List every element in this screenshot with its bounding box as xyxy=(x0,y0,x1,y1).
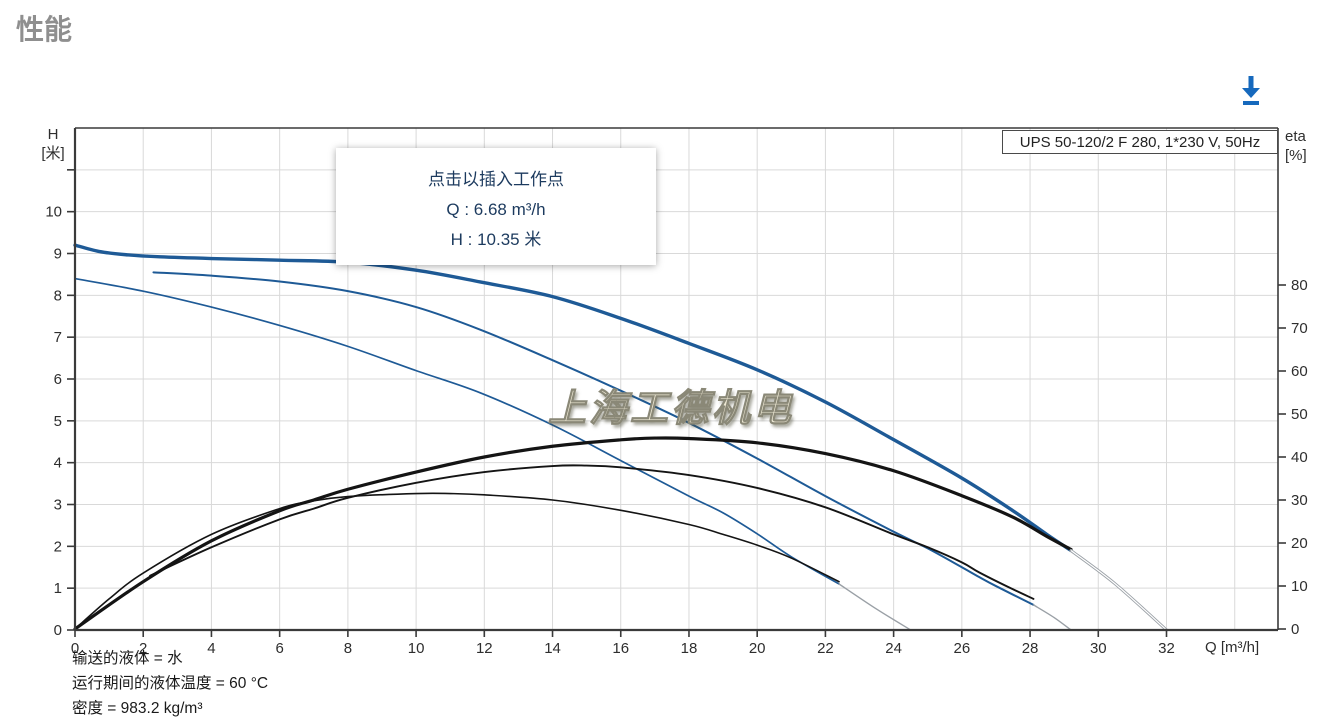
eta-tick-label: 80 xyxy=(1291,277,1308,294)
tooltip-hint-text: 点击以插入工作点 xyxy=(428,170,564,189)
x-tick-label: 28 xyxy=(1022,640,1039,657)
pump-model-label: UPS 50-120/2 F 280, 1*230 V, 50Hz xyxy=(1002,130,1278,154)
curve-head-speed1 xyxy=(74,277,840,585)
x-tick-label: 30 xyxy=(1090,640,1107,657)
eta-tick-label: 50 xyxy=(1291,406,1308,423)
condition-density: 密度 = 983.2 kg/m³ xyxy=(72,700,203,717)
eta-tick-label: 10 xyxy=(1291,578,1308,595)
eta-tick-label: 0 xyxy=(1291,621,1299,638)
curve-eta-speed2 xyxy=(149,464,1035,600)
x-tick-label: 12 xyxy=(476,640,493,657)
head-axis-label: H [米] xyxy=(34,125,72,163)
curve-head-speed2 xyxy=(152,271,1035,606)
head-axis-label-unit: [米] xyxy=(41,145,65,162)
h-tick-label: 8 xyxy=(54,287,62,304)
eta-tick-label: 30 xyxy=(1291,492,1308,509)
h-tick-label: 6 xyxy=(54,371,62,388)
curve-extension-speed2 xyxy=(1032,604,1072,631)
eta-tick-label: 70 xyxy=(1291,320,1308,337)
x-tick-label: 4 xyxy=(207,640,215,657)
x-tick-label: 8 xyxy=(344,640,352,657)
h-tick-label: 3 xyxy=(54,497,62,514)
x-tick-label: 6 xyxy=(275,640,283,657)
h-tick-label: 0 xyxy=(54,622,62,639)
tooltip-q-value: Q : 6.68 m³/h xyxy=(446,200,546,219)
x-tick-label: 26 xyxy=(954,640,971,657)
curve-eta-speed3 xyxy=(73,436,1073,631)
eta-tick-label: 40 xyxy=(1291,449,1308,466)
head-axis-label-name: H xyxy=(47,126,59,143)
x-tick-label: 16 xyxy=(612,640,629,657)
working-point-tooltip[interactable]: 点击以插入工作点 Q : 6.68 m³/h H : 10.35 米 xyxy=(336,148,656,265)
x-tick-label: 2 xyxy=(139,640,147,657)
chart-conditions: 输送的液体 = 水 运行期间的液体温度 = 60 °C 密度 = 983.2 k… xyxy=(72,646,268,721)
h-tick-label: 5 xyxy=(54,413,62,430)
eta-axis-label-name: eta xyxy=(1285,128,1306,145)
condition-liquid: 输送的液体 = 水 xyxy=(72,650,183,667)
eta-tick-label: 20 xyxy=(1291,535,1308,552)
curve-extension-speed3-core xyxy=(1070,550,1167,631)
condition-temperature: 运行期间的液体温度 = 60 °C xyxy=(72,675,269,692)
watermark-text: 上海工德机电 xyxy=(548,388,795,431)
h-tick-label: 7 xyxy=(54,329,62,346)
tooltip-h-value: H : 10.35 米 xyxy=(450,230,542,249)
curve-eta-speed1 xyxy=(74,492,840,630)
x-tick-label: 10 xyxy=(408,640,425,657)
curve-head-speed3 xyxy=(73,243,1073,553)
eta-axis-label: eta [%] xyxy=(1285,127,1307,165)
x-tick-label: 32 xyxy=(1158,640,1175,657)
x-tick-label: 18 xyxy=(681,640,698,657)
h-tick-label: 10 xyxy=(45,204,62,221)
eta-axis-label-unit: [%] xyxy=(1285,147,1307,164)
download-button[interactable] xyxy=(1236,74,1266,108)
h-tick-label: 1 xyxy=(54,580,62,597)
download-icon xyxy=(1242,76,1260,105)
x-tick-label: 22 xyxy=(817,640,834,657)
h-tick-label: 2 xyxy=(54,538,62,555)
curve-extension-speed3 xyxy=(1069,549,1168,632)
x-tick-label: 14 xyxy=(544,640,561,657)
h-tick-label: 4 xyxy=(54,455,62,472)
page-title: 性能 xyxy=(16,14,73,45)
h-tick-label: 9 xyxy=(54,246,62,263)
eta-tick-label: 60 xyxy=(1291,363,1308,380)
curve-extension-speed1 xyxy=(838,583,912,631)
flow-axis-label: Q [m³/h] xyxy=(1205,639,1260,656)
x-tick-label: 20 xyxy=(749,640,766,657)
x-tick-label: 0 xyxy=(71,640,79,657)
x-tick-label: 24 xyxy=(885,640,902,657)
